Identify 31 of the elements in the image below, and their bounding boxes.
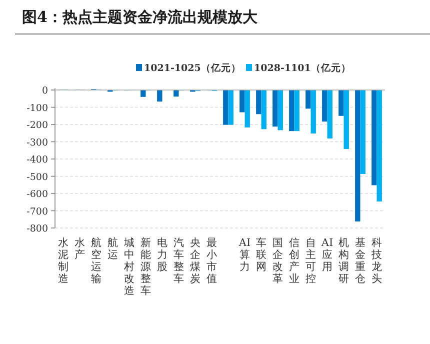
legend-label: 1021-1025（亿元）	[144, 62, 241, 74]
x-tick-label: 汽车整车	[173, 237, 184, 285]
y-tick-label: -300	[26, 137, 48, 148]
x-tick-label: 央企煤炭	[190, 236, 201, 285]
x-tick-label: 最小市值	[206, 237, 218, 285]
x-tick-label: 自主可控	[305, 237, 316, 285]
y-tick-label: 0	[42, 86, 48, 96]
x-tick-label: AI算力	[238, 237, 251, 273]
y-tick-label: -200	[26, 120, 48, 131]
x-tick-label: 水泥制造	[58, 236, 69, 285]
legend-label: 1028-1101（亿元）	[254, 62, 351, 74]
y-tick-label: -700	[26, 206, 48, 218]
x-tick-label: 机构调研	[337, 237, 350, 285]
x-tick-label: 国企改革	[272, 237, 284, 285]
x-tick-label: 科技龙头	[370, 237, 382, 285]
x-tick-label: 电力股	[156, 236, 168, 273]
x-tick-label: 信创产业	[288, 237, 300, 285]
y-tick-label: -100	[26, 102, 48, 114]
x-tick-label: 航空运输	[90, 236, 102, 285]
x-tick-label: 车联网	[256, 236, 267, 273]
x-tick-label: AI应用	[320, 237, 334, 273]
y-tick-label: -500	[26, 172, 48, 183]
x-tick-label: 基金重仓	[354, 236, 366, 285]
x-tick-label: 新能源整车	[140, 236, 152, 297]
x-tick-label: 城中村改造	[122, 236, 135, 297]
x-tick-label: 航运	[107, 236, 118, 261]
title: 图4：热点主题资金净流出规模放大	[22, 8, 258, 26]
x-tick-label: 水产	[74, 236, 86, 261]
y-tick-label: -600	[26, 189, 48, 200]
y-tick-label: -800	[26, 224, 48, 234]
y-tick-label: -400	[26, 154, 48, 166]
